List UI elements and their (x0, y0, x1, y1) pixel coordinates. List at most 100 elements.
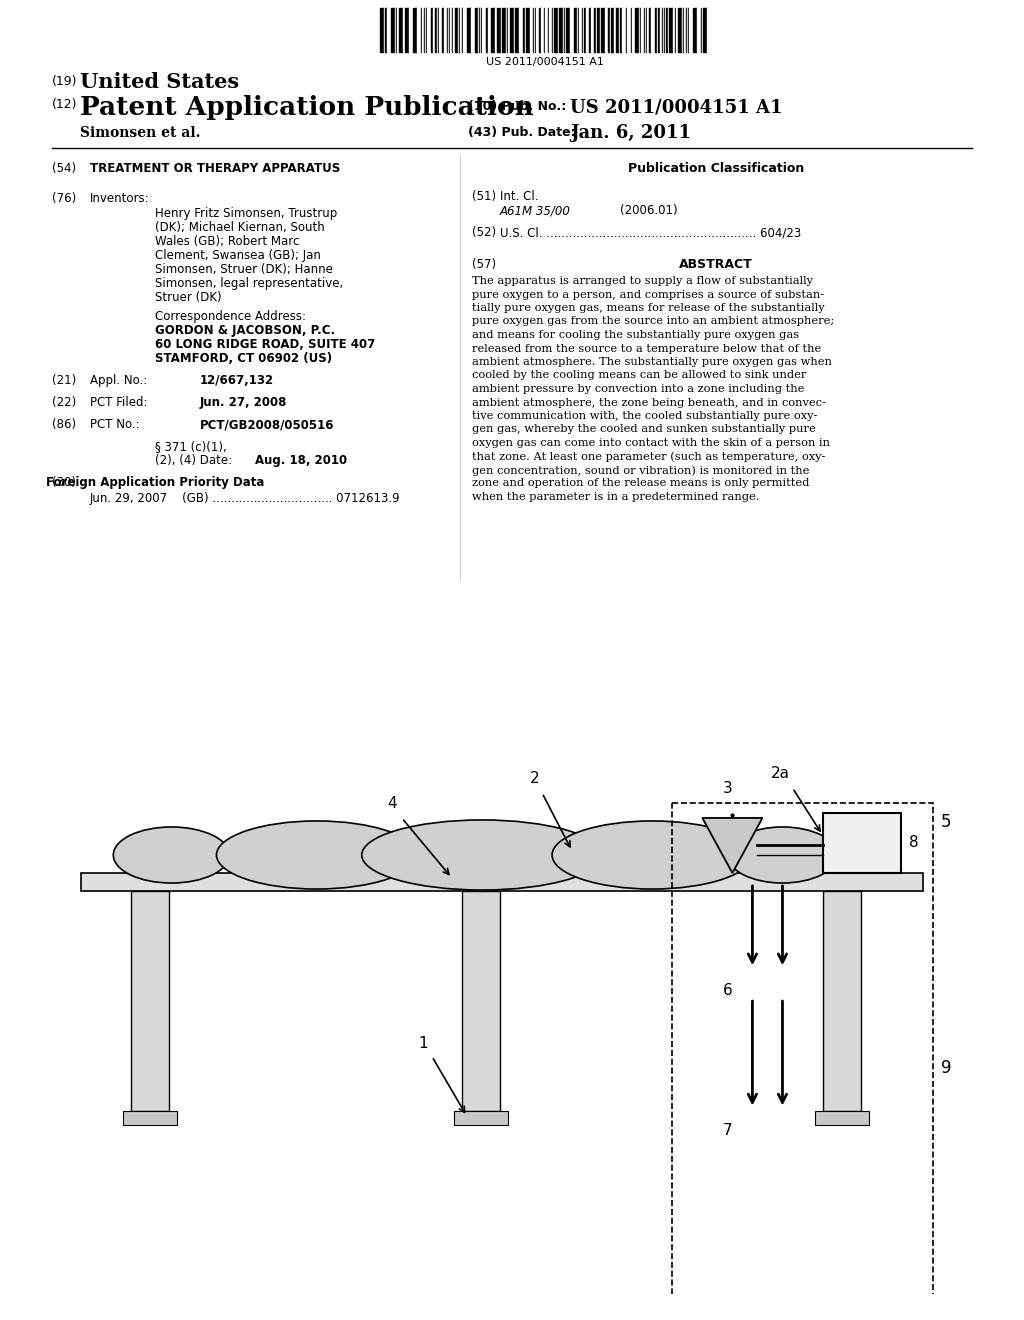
Bar (417, 8, 421, 51)
Bar (385, 8, 386, 51)
Bar (692, 8, 696, 51)
Bar (453, 8, 455, 51)
Bar (402, 8, 406, 51)
Text: (76): (76) (52, 191, 76, 205)
Text: United States: United States (80, 73, 240, 92)
Bar (673, 803, 933, 1320)
Bar (586, 8, 589, 51)
Bar (589, 8, 591, 51)
Bar (676, 8, 678, 51)
Bar (647, 8, 648, 51)
Text: Simonsen et al.: Simonsen et al. (80, 125, 201, 140)
Bar (471, 8, 475, 51)
Bar (611, 8, 613, 51)
Bar (433, 8, 434, 51)
Bar (434, 8, 437, 51)
Bar (640, 8, 641, 51)
Text: A61M 35/00: A61M 35/00 (500, 205, 570, 216)
Ellipse shape (216, 821, 417, 890)
Bar (601, 8, 605, 51)
Text: 12/667,132: 12/667,132 (200, 374, 274, 387)
Text: US 2011/0004151 A1: US 2011/0004151 A1 (570, 98, 782, 116)
Bar (497, 8, 501, 51)
Bar (605, 8, 607, 51)
Bar (594, 8, 596, 51)
Bar (462, 8, 463, 51)
Bar (485, 8, 488, 51)
Bar (390, 8, 394, 51)
Text: Clement, Swansea (GB); Jan: Clement, Swansea (GB); Jan (155, 249, 321, 261)
Text: Struer (DK): Struer (DK) (155, 290, 221, 304)
Bar (508, 8, 510, 51)
Bar (526, 8, 530, 51)
Bar (641, 8, 643, 51)
Text: 3: 3 (723, 781, 732, 796)
Bar (814, 1111, 868, 1126)
Text: The apparatus is arranged to supply a flow of substantially: The apparatus is arranged to supply a fl… (472, 276, 813, 286)
Bar (666, 8, 668, 51)
Text: Jan. 6, 2011: Jan. 6, 2011 (570, 124, 691, 143)
Bar (644, 8, 646, 51)
Text: TREATMENT OR THERAPY APPARATUS: TREATMENT OR THERAPY APPARATUS (90, 162, 340, 176)
Bar (673, 8, 675, 51)
Bar (822, 813, 901, 873)
Text: tially pure oxygen gas, means for release of the substantially: tially pure oxygen gas, means for releas… (472, 304, 824, 313)
Bar (599, 8, 601, 51)
Text: STAMFORD, CT 06902 (US): STAMFORD, CT 06902 (US) (155, 352, 332, 366)
Bar (386, 8, 390, 51)
Bar (123, 1111, 177, 1126)
Text: PCT No.:: PCT No.: (90, 418, 139, 432)
Ellipse shape (361, 820, 602, 890)
Bar (398, 8, 402, 51)
Bar (439, 8, 441, 51)
Text: GORDON & JACOBSON, P.C.: GORDON & JACOBSON, P.C. (155, 323, 335, 337)
Bar (660, 8, 662, 51)
Text: and means for cooling the substantially pure oxygen gas: and means for cooling the substantially … (472, 330, 799, 341)
Bar (519, 8, 523, 51)
Text: Wales (GB); Robert Marc: Wales (GB); Robert Marc (155, 235, 299, 248)
Text: zone and operation of the release means is only permitted: zone and operation of the release means … (472, 479, 809, 488)
Text: PCT Filed:: PCT Filed: (90, 396, 147, 409)
Text: (19): (19) (52, 75, 78, 88)
Text: (21): (21) (52, 374, 76, 387)
Text: Simonsen, Struer (DK); Hanne: Simonsen, Struer (DK); Hanne (155, 263, 333, 276)
Text: Jun. 27, 2008: Jun. 27, 2008 (200, 396, 288, 409)
Bar (544, 8, 545, 51)
Bar (675, 8, 676, 51)
Bar (700, 8, 702, 51)
Text: Inventors:: Inventors: (90, 191, 150, 205)
Text: PCT/GB2008/050516: PCT/GB2008/050516 (200, 418, 335, 432)
Text: 9: 9 (941, 1059, 951, 1077)
Bar (454, 1111, 508, 1126)
Bar (444, 8, 446, 51)
Text: 4: 4 (387, 796, 397, 810)
Bar (548, 8, 549, 51)
Text: (12): (12) (52, 98, 78, 111)
Bar (591, 8, 594, 51)
Bar (458, 8, 459, 51)
Text: (30): (30) (52, 477, 76, 488)
Bar (513, 8, 515, 51)
Bar (620, 8, 622, 51)
Text: 1: 1 (418, 1036, 428, 1051)
Bar (131, 891, 169, 1111)
Polygon shape (702, 818, 763, 873)
Bar (627, 8, 631, 51)
Bar (422, 8, 424, 51)
Text: 6: 6 (723, 983, 732, 998)
Bar (524, 8, 526, 51)
Bar (563, 8, 565, 51)
Bar (597, 8, 599, 51)
Polygon shape (81, 873, 923, 891)
Bar (554, 8, 557, 51)
Bar (545, 8, 548, 51)
Text: ABSTRACT: ABSTRACT (679, 257, 753, 271)
Text: 2a: 2a (770, 766, 790, 781)
Bar (707, 8, 710, 51)
Ellipse shape (727, 826, 838, 883)
Text: cooled by the cooling means can be allowed to sink under: cooled by the cooling means can be allow… (472, 371, 806, 380)
Text: oxygen gas can come into contact with the skin of a person in: oxygen gas can come into contact with th… (472, 438, 830, 447)
Bar (584, 8, 586, 51)
Bar (632, 8, 635, 51)
Text: tive communication with, the cooled substantially pure oxy-: tive communication with, the cooled subs… (472, 411, 817, 421)
